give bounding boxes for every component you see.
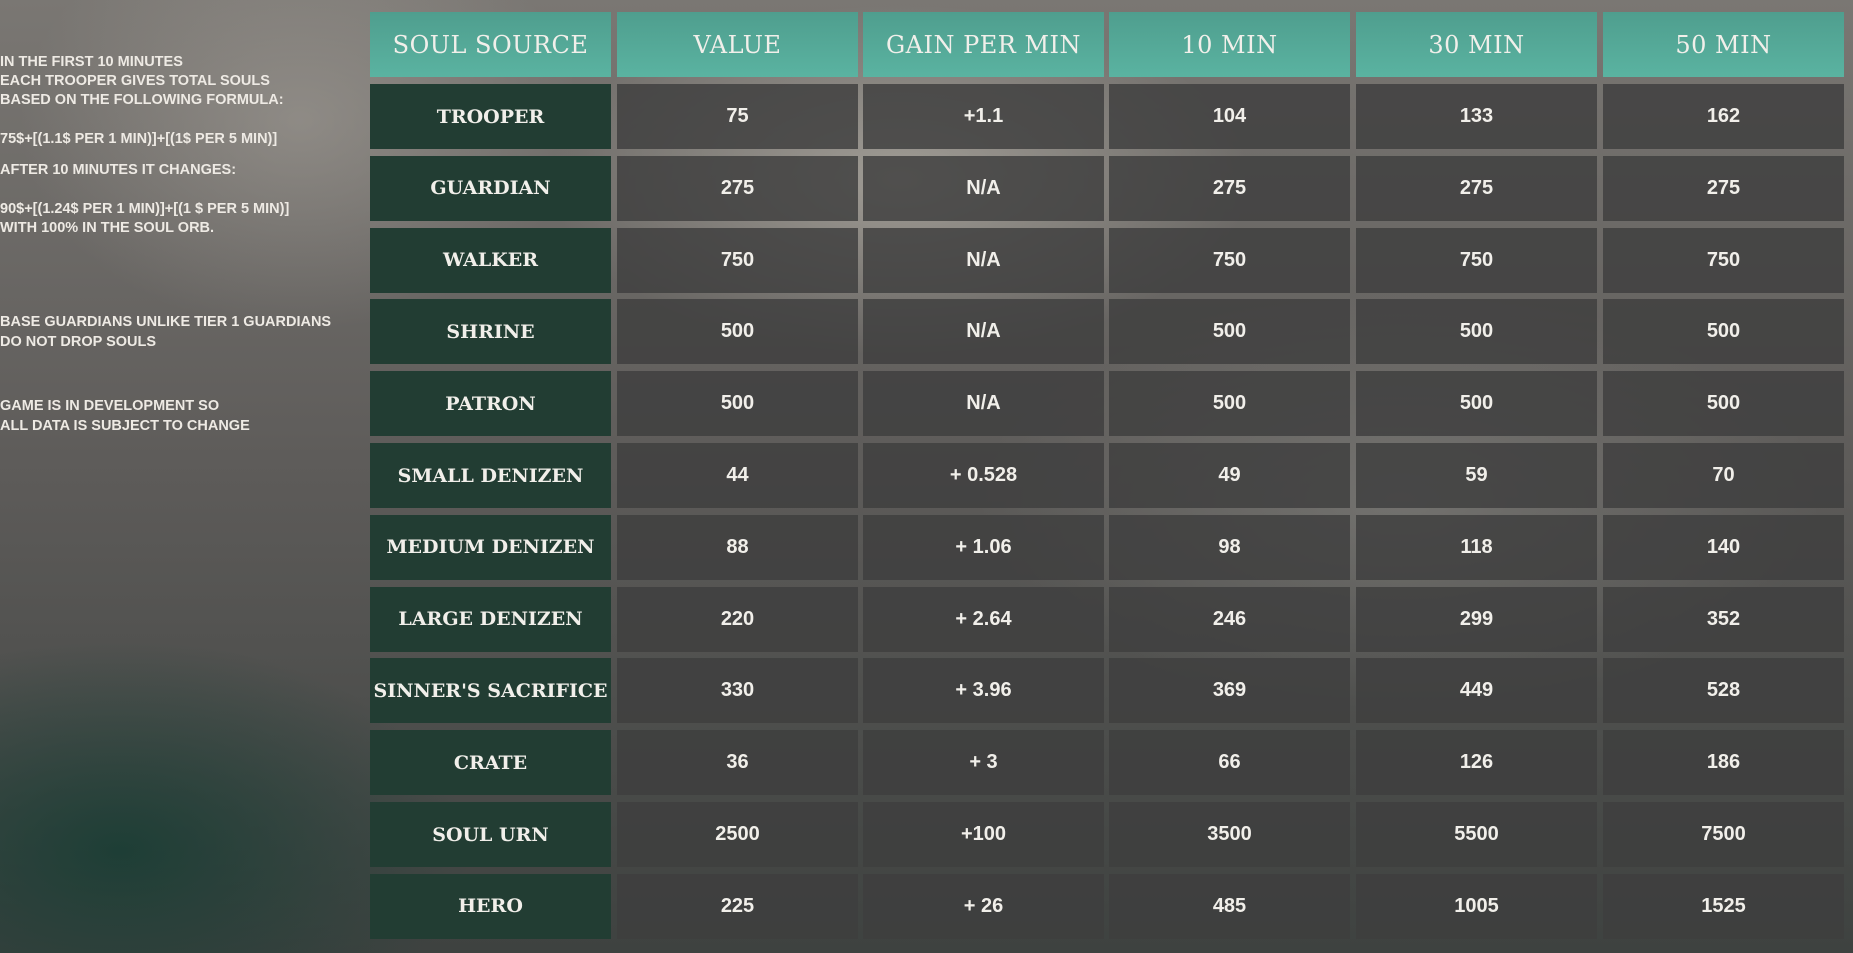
table-cell: 126: [1356, 730, 1597, 796]
table-cell: 36: [617, 730, 858, 796]
note-line: EACH TROOPER GIVES TOTAL SOULS: [0, 73, 270, 89]
note-line: AFTER 10 MINUTES IT CHANGES:: [0, 162, 237, 178]
table-cell: 275: [1356, 155, 1597, 221]
table-cell: 118: [1356, 514, 1597, 580]
table-cell: 299: [1356, 586, 1597, 652]
table-cell: + 3: [863, 730, 1104, 796]
row-label: SINNER'S SACRIFICE: [370, 658, 611, 724]
table-cell: + 3.96: [863, 658, 1104, 724]
row-label: TROOPER: [370, 84, 611, 149]
row-label: PATRON: [370, 371, 611, 437]
table-cell: 275: [617, 155, 858, 221]
table-cell: 528: [1603, 658, 1844, 724]
table-cell: 485: [1109, 873, 1350, 939]
table-cell: 369: [1109, 658, 1350, 724]
table-cell: 750: [1356, 227, 1597, 293]
note-line: 90$+[(1.24$ PER 1 MIN)]+[(1 $ PER 5 MIN)…: [0, 201, 290, 217]
note-line: ALL DATA IS SUBJECT TO CHANGE: [0, 418, 250, 434]
table-cell: 352: [1603, 586, 1844, 652]
table-cell: 66: [1109, 730, 1350, 796]
table-cell: 500: [617, 299, 858, 365]
table-cell: 275: [1109, 155, 1350, 221]
note-line: BASED ON THE FOLLOWING FORMULA:: [0, 92, 284, 108]
column-header: 10 MIN: [1109, 12, 1350, 77]
table-cell: 750: [1603, 227, 1844, 293]
table-cell: 500: [1109, 371, 1350, 437]
column-header: 50 MIN: [1603, 12, 1844, 77]
table-cell: 59: [1356, 443, 1597, 508]
column-header: 30 MIN: [1356, 12, 1597, 77]
table-cell: 500: [1603, 371, 1844, 437]
table-cell: 750: [617, 227, 858, 293]
table-cell: 500: [1356, 371, 1597, 437]
table-cell: 3500: [1109, 802, 1350, 867]
note-line: GAME IS IN DEVELOPMENT SO: [0, 398, 220, 414]
table-cell: 75: [617, 84, 858, 149]
table-cell: 104: [1109, 84, 1350, 149]
row-label: MEDIUM DENIZEN: [370, 514, 611, 580]
table-cell: 330: [617, 658, 858, 724]
note-line: IN THE FIRST 10 MINUTES: [0, 54, 183, 70]
table-cell: + 26: [863, 873, 1104, 939]
table-cell: +100: [863, 802, 1104, 867]
table-cell: + 2.64: [863, 586, 1104, 652]
table-cell: 500: [617, 371, 858, 437]
note-line: WITH 100% IN THE SOUL ORB.: [0, 220, 215, 236]
row-label: SMALL DENIZEN: [370, 443, 611, 508]
table-cell: 500: [1603, 299, 1844, 365]
table-cell: +1.1: [863, 84, 1104, 149]
table-cell: N/A: [863, 299, 1104, 365]
table-cell: 5500: [1356, 802, 1597, 867]
column-header: GAIN PER MIN: [863, 12, 1104, 77]
note-line: 75$+[(1.1$ PER 1 MIN)]+[(1$ PER 5 MIN)]: [0, 131, 278, 147]
table-cell: 1005: [1356, 873, 1597, 939]
row-label: WALKER: [370, 227, 611, 293]
table-cell: 2500: [617, 802, 858, 867]
table-cell: 246: [1109, 586, 1350, 652]
table-cell: 500: [1356, 299, 1597, 365]
table-cell: N/A: [863, 227, 1104, 293]
table-cell: 7500: [1603, 802, 1844, 867]
table-cell: 98: [1109, 514, 1350, 580]
table-cell: 140: [1603, 514, 1844, 580]
table-cell: 225: [617, 873, 858, 939]
column-header: VALUE: [617, 12, 858, 77]
table-cell: + 1.06: [863, 514, 1104, 580]
table-cell: N/A: [863, 371, 1104, 437]
row-label: LARGE DENIZEN: [370, 586, 611, 652]
row-label: SHRINE: [370, 299, 611, 365]
table-cell: 220: [617, 586, 858, 652]
column-header: SOUL SOURCE: [370, 12, 611, 77]
note-line: BASE GUARDIANS UNLIKE TIER 1 GUARDIANS: [0, 314, 332, 330]
row-label: SOUL URN: [370, 802, 611, 867]
table-cell: 44: [617, 443, 858, 508]
table-cell: 186: [1603, 730, 1844, 796]
table-cell: 88: [617, 514, 858, 580]
note-line: DO NOT DROP SOULS: [0, 334, 157, 350]
table-cell: 750: [1109, 227, 1350, 293]
table-cell: 49: [1109, 443, 1350, 508]
table-cell: 133: [1356, 84, 1597, 149]
row-label: GUARDIAN: [370, 155, 611, 221]
table-cell: 1525: [1603, 873, 1844, 939]
table-cell: 162: [1603, 84, 1844, 149]
row-label: HERO: [370, 873, 611, 939]
table-cell: 449: [1356, 658, 1597, 724]
table-cell: 500: [1109, 299, 1350, 365]
table-cell: N/A: [863, 155, 1104, 221]
row-label: CRATE: [370, 730, 611, 796]
table-cell: 275: [1603, 155, 1844, 221]
table-cell: 70: [1603, 443, 1844, 508]
table-cell: + 0.528: [863, 443, 1104, 508]
